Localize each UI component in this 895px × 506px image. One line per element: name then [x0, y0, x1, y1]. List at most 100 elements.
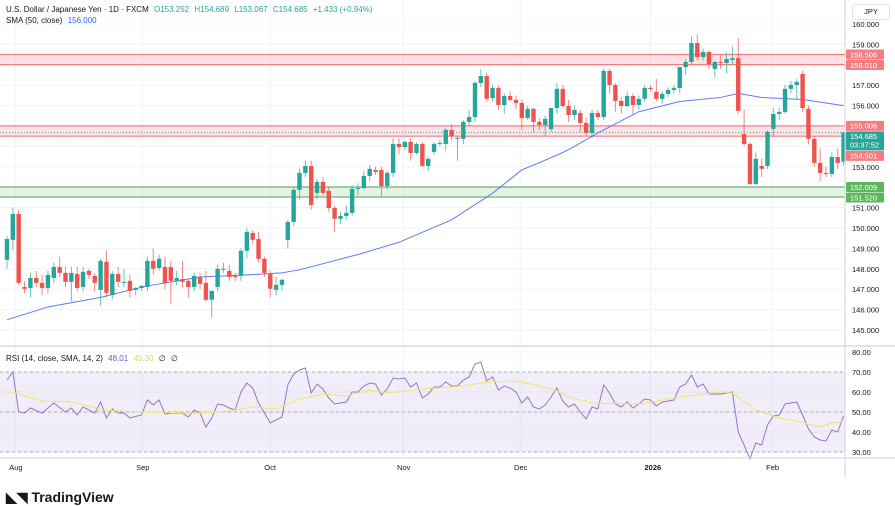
price-tick-label: 151.000 [852, 204, 879, 213]
candle-body [250, 232, 255, 240]
time-tick-label: Oct [264, 463, 277, 472]
price-badge [846, 192, 884, 203]
candle-body [256, 239, 261, 259]
candle [145, 256, 150, 292]
rsi-legend[interactable]: RSI (14, close, SMA, 14, 2) 48.01 45.30 … [6, 354, 181, 363]
candle [80, 266, 86, 292]
candle-body [297, 172, 302, 190]
price-tick-label: 148.000 [852, 265, 879, 274]
rsi-tick-label: 60.00 [852, 388, 871, 397]
candle-body [127, 280, 133, 291]
candle [502, 93, 507, 114]
candle [718, 54, 723, 69]
rsi-line [6, 361, 845, 461]
tradingview-logo[interactable]: ◣◥ TradingView [6, 489, 114, 506]
sma-legend[interactable]: SMA (50, close) 156.000 [6, 16, 100, 25]
candle [297, 168, 302, 200]
candle-body [326, 190, 331, 209]
price-tick-label: 153.000 [852, 163, 879, 172]
candle [186, 279, 191, 298]
logo-icon: ◣◥ [6, 489, 32, 505]
candle [180, 260, 185, 288]
candle [22, 281, 27, 294]
candle-body [619, 100, 624, 107]
candle-body [583, 122, 589, 133]
price-badge [846, 120, 884, 131]
candle [712, 60, 718, 78]
candle [174, 270, 179, 286]
candle [98, 258, 103, 306]
candle [724, 52, 729, 73]
candle [741, 109, 747, 147]
candle [642, 85, 647, 102]
candle-body [753, 158, 758, 184]
candle-body [192, 275, 197, 287]
candle [227, 264, 232, 282]
candle [256, 232, 261, 263]
candle [689, 36, 694, 65]
candle-body [151, 260, 156, 269]
candle [472, 81, 478, 122]
candle [806, 105, 811, 145]
candle-body [215, 268, 220, 287]
candle-body [706, 51, 712, 64]
candle [355, 183, 361, 196]
price-tick-label: 145.000 [852, 326, 879, 335]
candle [10, 207, 16, 251]
candle-body [92, 275, 97, 283]
candle [835, 148, 840, 169]
candle-body [10, 213, 16, 240]
candle-body [519, 102, 524, 119]
candle [607, 68, 612, 94]
candle [385, 170, 390, 190]
candle [349, 185, 355, 216]
candle-body [829, 157, 835, 174]
candle-body [665, 89, 671, 94]
candle-body [221, 268, 226, 270]
candle [595, 109, 601, 120]
candle-body [578, 112, 583, 123]
candle-body [595, 112, 601, 118]
candle-body [426, 158, 431, 166]
candle [706, 50, 712, 69]
price-badge-label: 158.010 [850, 61, 877, 70]
candle-body [28, 277, 33, 288]
candle [613, 83, 618, 112]
candle-body [22, 286, 27, 289]
candle [104, 250, 109, 298]
currency-button[interactable]: JPY [852, 4, 890, 20]
candle-body [133, 287, 138, 290]
candle-body [771, 113, 776, 129]
candle [238, 248, 244, 282]
candle [361, 170, 367, 190]
candle-body [788, 84, 794, 89]
candle-body [449, 129, 454, 136]
candle-body [209, 290, 214, 300]
candle-body [303, 165, 308, 173]
candle-body [291, 189, 296, 222]
price-tick-label: 147.000 [852, 285, 879, 294]
candle [771, 107, 776, 137]
candle [28, 272, 33, 298]
candle-body [396, 143, 402, 148]
time-tick-label: 2026 [645, 463, 662, 472]
candle-body [689, 42, 694, 62]
rsi-tick-label: 40.00 [852, 428, 871, 437]
candle-body [630, 96, 636, 105]
candle [578, 109, 583, 133]
close-value: C154.685 [272, 5, 308, 14]
candle [519, 99, 524, 131]
candle-body [543, 118, 548, 125]
candle [461, 119, 466, 145]
symbol-legend[interactable]: U.S. Dollar / Japanese Yen · 1D · FXCM O… [6, 5, 375, 14]
candle-body [560, 88, 565, 107]
sma-label: SMA (50, close) [6, 16, 63, 25]
logo-text: TradingView [31, 489, 114, 505]
candle-body [759, 165, 764, 169]
candle-body [69, 272, 74, 282]
candle [338, 211, 343, 224]
candle [209, 290, 214, 318]
candle [788, 81, 794, 94]
candle [496, 85, 501, 110]
